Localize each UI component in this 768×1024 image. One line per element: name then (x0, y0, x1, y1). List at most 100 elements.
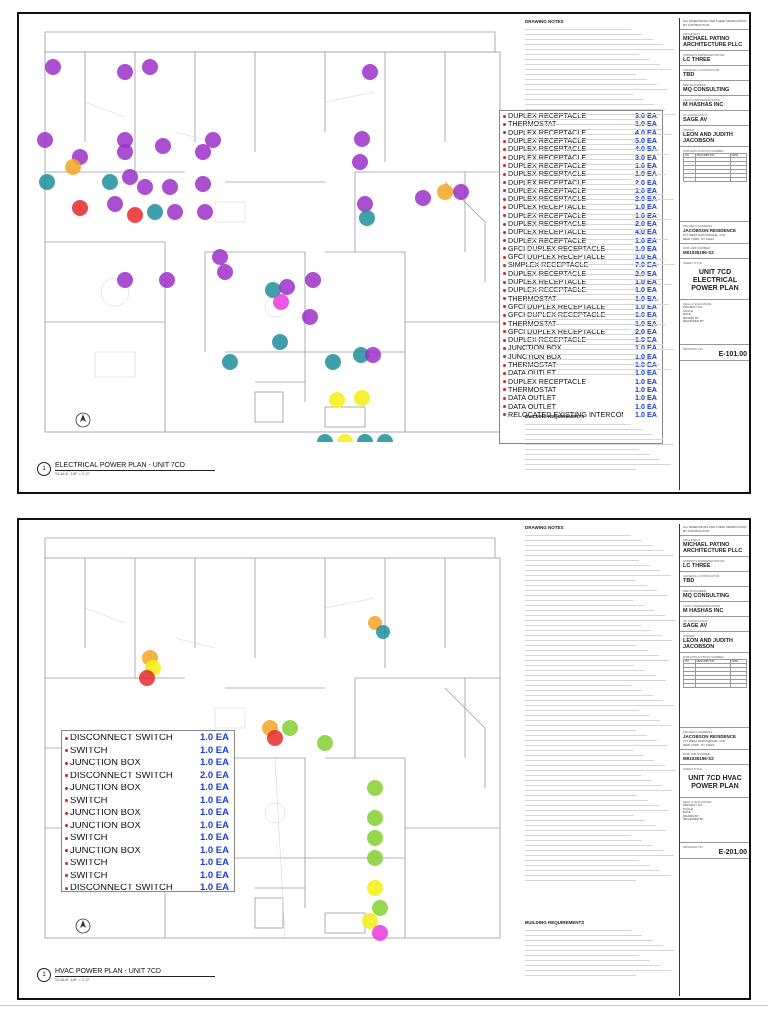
device-symbol[interactable] (195, 144, 211, 160)
device-symbol[interactable] (305, 272, 321, 288)
device-symbol[interactable] (217, 264, 233, 280)
device-symbol[interactable] (359, 210, 375, 226)
device-symbol[interactable] (362, 913, 378, 929)
device-symbol[interactable] (39, 174, 55, 190)
device-symbol[interactable] (367, 850, 383, 866)
device-symbol[interactable] (195, 176, 211, 192)
owner-name: LEON AND JUDITH JACOBSON (683, 132, 733, 144)
device-symbol[interactable] (37, 132, 53, 148)
notes-title: DRAWING NOTES (525, 526, 564, 530)
device-symbol[interactable] (272, 334, 288, 350)
device-symbol[interactable] (267, 730, 283, 746)
device-symbol[interactable] (279, 279, 295, 295)
note-text-line (525, 76, 647, 80)
device-symbol[interactable] (117, 64, 133, 80)
device-symbol[interactable] (367, 830, 383, 846)
device-symbol[interactable] (357, 196, 373, 212)
device-symbol[interactable] (367, 810, 383, 826)
project-address-1: 277 WEST END AVENUE, 7CD (683, 233, 726, 237)
device-symbol[interactable] (65, 159, 81, 175)
note-text-line (525, 231, 658, 235)
device-symbol[interactable] (139, 670, 155, 686)
legend-bullet-icon (65, 799, 68, 803)
device-symbol[interactable] (197, 204, 213, 220)
plan-fixtures (84, 91, 376, 378)
legend-bullet-icon (65, 861, 68, 865)
plan-title-text: HVAC POWER PLAN - UNIT 7CD (55, 968, 161, 975)
device-symbol[interactable] (376, 625, 390, 639)
device-symbol[interactable] (265, 282, 281, 298)
device-symbol[interactable] (72, 200, 88, 216)
device-symbol[interactable] (273, 294, 289, 310)
legend-quantity: 1.0 EA (635, 185, 657, 195)
legend-label: JUNCTION BOX (508, 344, 562, 353)
device-symbol[interactable] (317, 434, 333, 442)
device-symbol[interactable] (137, 179, 153, 195)
legend-quantity: 1.0 EA (635, 119, 657, 129)
legend-quantity: 1.0 EA (635, 243, 657, 253)
device-symbol[interactable] (162, 179, 178, 195)
device-symbol[interactable] (117, 132, 133, 148)
legend-bullet-icon (503, 181, 506, 185)
device-symbol[interactable] (415, 190, 431, 206)
note-text-line (525, 181, 643, 185)
device-symbol[interactable] (367, 880, 383, 896)
legend-quantity: 1.0 EA (635, 409, 657, 419)
device-symbol[interactable] (357, 434, 373, 442)
device-symbol[interactable] (368, 616, 382, 630)
note-text-line (525, 461, 671, 465)
owner-rep-label: OWNER'S REPRESENTATIVE (683, 53, 725, 57)
legend-quantity: 1.0 EA (635, 368, 657, 378)
device-symbol[interactable] (127, 207, 143, 223)
device-symbol[interactable] (122, 169, 138, 185)
note-text-line (525, 682, 632, 686)
legend-quantity: 2.0 EA (199, 769, 229, 781)
note-text-line (525, 647, 649, 651)
note-text-line (525, 281, 673, 285)
device-symbol[interactable] (337, 434, 353, 442)
legend-label: JUNCTION BOX (70, 809, 141, 818)
device-symbol[interactable] (282, 720, 298, 736)
device-symbol[interactable] (329, 392, 345, 408)
device-symbol[interactable] (362, 64, 378, 80)
device-symbol[interactable] (365, 347, 381, 363)
note-text-line (525, 466, 636, 470)
device-symbol[interactable] (155, 138, 171, 154)
sheet-number-label: DRAWING NO. (683, 845, 704, 849)
device-symbol[interactable] (437, 184, 453, 200)
device-symbol[interactable] (102, 174, 118, 190)
device-symbol[interactable] (159, 272, 175, 288)
device-symbol[interactable] (302, 309, 318, 325)
device-symbol[interactable] (117, 272, 133, 288)
legend-row: DUPLEX RECEPTACLE 2.0 EA (503, 178, 659, 186)
note-text-line (525, 937, 653, 941)
device-symbol[interactable] (317, 735, 333, 751)
title-block: ALL DIMENSIONS AND THEIR VERIFICATION BY… (679, 524, 749, 996)
device-symbol[interactable] (354, 390, 370, 406)
device-symbol[interactable] (453, 184, 469, 200)
device-symbol[interactable] (107, 196, 123, 212)
device-symbol[interactable] (45, 59, 61, 75)
device-symbol[interactable] (354, 131, 370, 147)
note-text-line (525, 537, 643, 541)
av-name: SAGE AV (683, 117, 708, 123)
device-symbol[interactable] (142, 59, 158, 75)
device-symbol[interactable] (117, 144, 133, 160)
device-symbol[interactable] (372, 925, 388, 941)
note-text-line (525, 171, 667, 175)
device-symbol[interactable] (222, 354, 238, 370)
note-text-line (525, 672, 656, 676)
gc-label: GENERAL CONTRACTOR (683, 68, 720, 72)
device-symbol[interactable] (212, 249, 228, 265)
device-symbol[interactable] (372, 900, 388, 916)
device-symbol[interactable] (352, 154, 368, 170)
device-symbol[interactable] (353, 347, 369, 363)
device-symbol[interactable] (167, 204, 183, 220)
device-symbol[interactable] (205, 132, 221, 148)
device-symbol[interactable] (377, 434, 393, 442)
device-symbol[interactable] (325, 354, 341, 370)
job-label: DOB JOB NUMBER (683, 752, 711, 756)
device-symbol[interactable] (367, 780, 383, 796)
legend-quantity: 1.0 EA (635, 376, 657, 386)
device-symbol[interactable] (147, 204, 163, 220)
